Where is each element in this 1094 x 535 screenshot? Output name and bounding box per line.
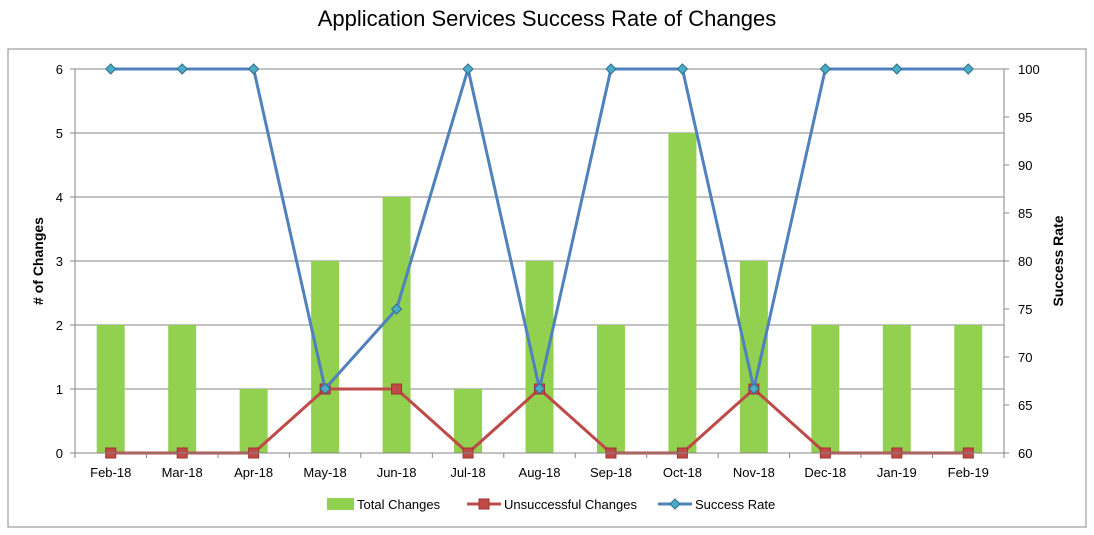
- y-tick-label: 0: [56, 446, 63, 461]
- point-success-rate: [819, 63, 832, 75]
- point-success-rate: [605, 63, 617, 75]
- point-success-rate: [462, 63, 474, 75]
- x-tick-label: Feb-18: [90, 465, 131, 480]
- y2-tick-label: 70: [1018, 350, 1032, 365]
- point-success-rate: [319, 382, 331, 395]
- y2-tick-label: 60: [1018, 446, 1032, 461]
- point-success-rate: [533, 382, 546, 395]
- bars-total-changes: [96, 133, 983, 453]
- legend-label-total-changes: Total Changes: [357, 497, 441, 512]
- y2-tick-label: 80: [1018, 254, 1032, 269]
- point-success-rate: [676, 63, 689, 75]
- y2-axis-title: Success Rate: [1050, 215, 1066, 306]
- x-tick-label: Oct-18: [663, 465, 702, 480]
- bar-total-changes: [311, 261, 340, 453]
- legend-swatch-total-changes: [327, 498, 354, 510]
- y-axis-title: # of Changes: [30, 217, 46, 305]
- x-tick-label: Mar-18: [162, 465, 203, 480]
- x-tick-label: Aug-18: [519, 465, 561, 480]
- legend-marker-success-rate: [669, 498, 681, 510]
- chart-title: Application Services Success Rate of Cha…: [318, 6, 777, 31]
- bar-total-changes: [239, 389, 268, 453]
- point-success-rate: [962, 63, 974, 75]
- legend-marker-unsuccessful-changes: [478, 498, 490, 510]
- legend: Total Changes Unsuccessful Changes Success…: [327, 497, 775, 512]
- bar-total-changes: [168, 325, 197, 453]
- y-tick-label: 5: [56, 126, 63, 141]
- bar-total-changes: [739, 261, 768, 453]
- point-success-rate: [247, 63, 260, 75]
- legend-label-success-rate: Success Rate: [695, 497, 775, 512]
- point-success-rate: [891, 63, 903, 75]
- x-tick-label: May-18: [303, 465, 346, 480]
- bar-total-changes: [96, 325, 125, 453]
- x-tick-label: Jan-19: [877, 465, 917, 480]
- y-tick-label: 6: [56, 62, 63, 77]
- legend-label-unsuccessful-changes: Unsuccessful Changes: [504, 497, 637, 512]
- point-success-rate: [176, 63, 188, 75]
- x-tick-label: Jun-18: [377, 465, 417, 480]
- x-tick-label: Nov-18: [733, 465, 775, 480]
- bar-total-changes: [454, 389, 483, 453]
- bar-total-changes: [596, 325, 625, 453]
- point-success-rate: [105, 63, 117, 75]
- bar-total-changes: [668, 133, 697, 453]
- bar-total-changes: [525, 261, 554, 453]
- y-tick-label: 2: [56, 318, 63, 333]
- x-tick-label: Sep-18: [590, 465, 632, 480]
- bar-total-changes: [382, 197, 411, 453]
- y2-tick-label: 75: [1018, 302, 1032, 317]
- bar-total-changes: [811, 325, 840, 453]
- y2-tick-label: 65: [1018, 398, 1032, 413]
- x-tick-label: Feb-19: [948, 465, 989, 480]
- y2-tick-label: 85: [1018, 206, 1032, 221]
- point-success-rate: [390, 303, 403, 315]
- point-success-rate: [748, 382, 760, 395]
- point-unsuccessful-changes: [391, 383, 403, 395]
- y-tick-label: 1: [56, 382, 63, 397]
- axes: 0 1 2 3 4 5 6 60 65 70 75 80 85 90 95 100 Feb-18 Mar-18 Ap…: [56, 62, 1040, 480]
- y2-tick-label: 100: [1018, 62, 1040, 77]
- bar-total-changes: [882, 325, 911, 453]
- x-tick-label: Apr-18: [234, 465, 273, 480]
- y-tick-label: 4: [56, 190, 63, 205]
- x-tick-label: Dec-18: [804, 465, 846, 480]
- bar-total-changes: [954, 325, 983, 453]
- y2-tick-label: 90: [1018, 158, 1032, 173]
- x-tick-label: Jul-18: [450, 465, 485, 480]
- y2-tick-label: 95: [1018, 110, 1032, 125]
- y-tick-label: 3: [56, 254, 63, 269]
